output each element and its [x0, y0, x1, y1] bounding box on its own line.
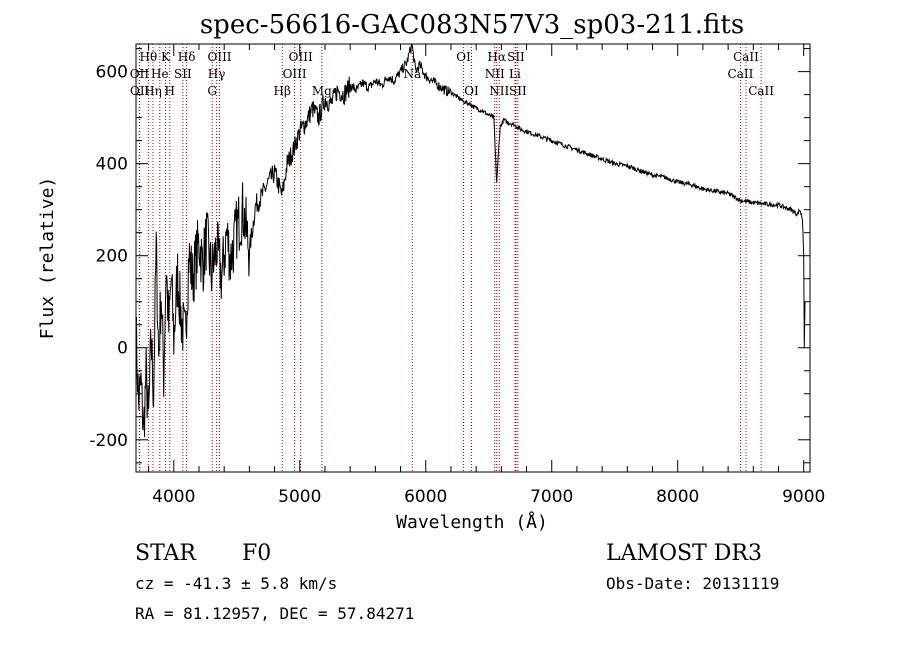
- ra-dec-coords: RA = 81.12957, DEC = 57.84271: [135, 604, 414, 623]
- y-tick-label: 400: [96, 155, 128, 175]
- y-tick-label: 0: [117, 339, 128, 359]
- y-tick-label: 200: [96, 247, 128, 267]
- line-marker-label: SII: [507, 50, 525, 64]
- y-axis: -200 0 200 400 600: [89, 48, 810, 464]
- line-marker-label: Hα: [487, 50, 506, 64]
- x-tick-label: 6000: [404, 487, 447, 507]
- line-marker-label: NII: [485, 67, 505, 81]
- chart-title: spec-56616-GAC083N57V3_sp03-211.fits: [200, 10, 744, 40]
- line-marker-label: CaII: [728, 67, 754, 81]
- line-marker-label: CaII: [733, 50, 759, 64]
- line-marker-label: Hγ: [208, 67, 226, 81]
- line-marker-label: Hη: [144, 84, 162, 98]
- line-marker-label: SII: [509, 84, 527, 98]
- x-tick-label: 4000: [152, 487, 195, 507]
- line-marker-label: Mg: [312, 84, 332, 98]
- line-marker-label: K: [161, 50, 171, 64]
- line-marker-label: NII: [489, 84, 509, 98]
- x-axis-label: Wavelength (Å): [396, 511, 548, 533]
- line-marker-label: H: [165, 84, 175, 98]
- y-tick-label: -200: [89, 431, 128, 451]
- y-axis-label: Flux (relative): [37, 177, 58, 340]
- survey-name: LAMOST DR3: [606, 541, 762, 566]
- x-tick-label: 5000: [278, 487, 321, 507]
- line-marker-label: Hβ: [274, 84, 291, 98]
- line-marker-label: OIII: [289, 50, 313, 64]
- line-marker-label: OI: [464, 84, 479, 98]
- line-marker-label: Li: [509, 67, 521, 81]
- object-class: STAR: [135, 541, 197, 566]
- y-tick-label: 600: [96, 63, 128, 83]
- line-marker-label: G: [207, 84, 217, 98]
- x-tick-label: 7000: [530, 487, 573, 507]
- line-marker-label: OIII: [283, 67, 307, 81]
- line-marker-label: OI: [456, 50, 471, 64]
- line-marker-label: Hθ: [139, 50, 157, 64]
- x-axis: 4000 5000 6000 7000 8000 9000: [148, 44, 825, 507]
- line-marker-label: OII: [130, 84, 150, 98]
- spectrum-line: [135, 43, 806, 438]
- x-tick-label: 8000: [656, 487, 699, 507]
- object-subclass: F0: [242, 541, 271, 566]
- x-tick-label: 9000: [782, 487, 825, 507]
- line-marker-label: SII: [174, 67, 192, 81]
- line-marker-label: He: [151, 67, 169, 81]
- line-marker-label: Hδ: [178, 50, 196, 64]
- plot-frame: [135, 43, 811, 473]
- spectrum-series: [135, 43, 806, 438]
- line-marker-label: CaII: [748, 84, 774, 98]
- obs-date: Obs-Date: 20131119: [606, 574, 779, 593]
- line-marker-label: OIII: [207, 50, 231, 64]
- redshift-cz: cz = -41.3 ± 5.8 km/s: [135, 574, 337, 593]
